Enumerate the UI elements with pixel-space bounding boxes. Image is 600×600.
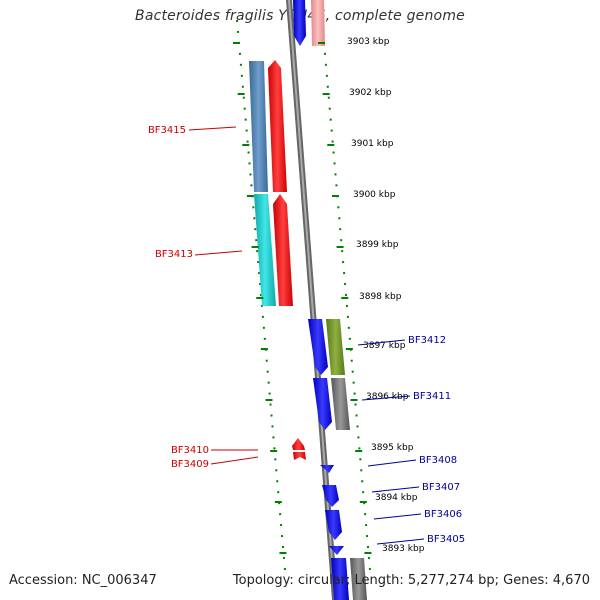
gene-label-bf3412[interactable]: BF3412 (408, 335, 446, 346)
scale-label: 3895 kbp (371, 443, 414, 453)
leader-bf3413 (194, 250, 243, 256)
feature-red-lower (273, 194, 293, 306)
feature-bf3412-olive (326, 319, 345, 375)
feature-bf3406 (325, 510, 342, 540)
leader-bf3409 (210, 456, 259, 465)
gene-label-bf3409[interactable]: BF3409 (171, 459, 209, 470)
scale-label: 3900 kbp (353, 190, 396, 200)
leader-bf3408 (367, 459, 417, 467)
right-axis-ticks (318, 42, 372, 554)
feature-bf3407 (322, 485, 339, 507)
feature-bf3415 (249, 61, 268, 192)
gene-label-bf3405[interactable]: BF3405 (427, 534, 465, 545)
gene-label-bf3410[interactable]: BF3410 (171, 445, 209, 456)
gene-label-bf3411[interactable]: BF3411 (413, 391, 451, 402)
feature-gray-bottom (350, 558, 367, 600)
feature-bf3412-blue (308, 319, 328, 375)
feature-bf3411-gray (331, 378, 350, 430)
scale-label: 3894 kbp (375, 493, 418, 503)
accession-text: Accession: NC_006347 (9, 573, 157, 588)
leader-bf3412 (357, 339, 406, 346)
scale-label: 3902 kbp (349, 88, 392, 98)
feature-bf3408 (320, 465, 334, 473)
leader-bf3411 (361, 395, 411, 401)
genome-summary-text: Topology: circular; Length: 5,277,274 bp… (232, 573, 590, 588)
leader-bf3415 (188, 126, 237, 131)
gene-label-bf3408[interactable]: BF3408 (419, 455, 457, 466)
scale-label: 3899 kbp (356, 240, 399, 250)
scale-label: 3901 kbp (351, 139, 394, 149)
gene-label-bf3407[interactable]: BF3407 (422, 482, 460, 493)
feature-bf3411-blue (313, 378, 332, 430)
leader-bf3407 (371, 486, 420, 493)
feature-red-upper (268, 60, 287, 192)
feature-pink-top (311, 0, 325, 46)
feature-bf3410 (292, 438, 305, 450)
scale-label: 3903 kbp (347, 37, 390, 47)
left-dotted-axis (236, 19, 286, 571)
feature-bf3413 (254, 194, 276, 306)
genome-backbone-highlight (288, 0, 336, 600)
left-axis-ticks (233, 42, 287, 554)
leader-bf3405 (376, 538, 425, 545)
leader-bf3406 (373, 513, 422, 520)
scale-label: 3896 kbp (366, 392, 409, 402)
scale-label: 3897 kbp (363, 341, 406, 351)
scale-label: 3898 kbp (359, 292, 402, 302)
feature-blue-top (293, 0, 306, 46)
gene-label-bf3406[interactable]: BF3406 (424, 509, 462, 520)
gene-label-bf3415[interactable]: BF3415 (148, 125, 186, 136)
right-dotted-axis (321, 19, 371, 571)
feature-bf3409 (293, 452, 306, 460)
feature-blue-bottom (331, 558, 349, 600)
scale-label: 3893 kbp (382, 544, 425, 554)
gene-label-bf3413[interactable]: BF3413 (155, 249, 193, 260)
feature-bf3405 (329, 546, 344, 555)
